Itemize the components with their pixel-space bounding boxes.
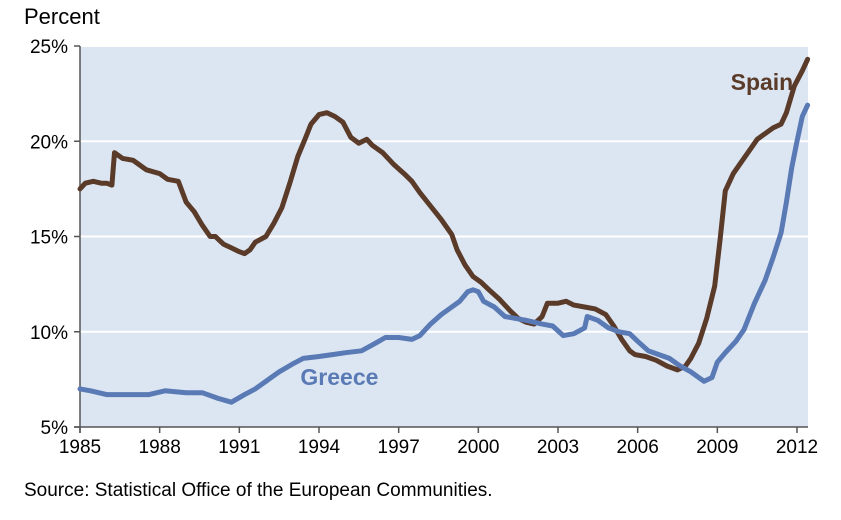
- x-tick-label: 2003: [537, 437, 579, 458]
- x-tick-label: 1994: [298, 437, 341, 458]
- x-tick-label: 2012: [776, 437, 818, 458]
- x-tick-label: 1988: [139, 437, 181, 458]
- series-label-greece: Greece: [300, 364, 378, 390]
- series-layer: Spain Greece: [77, 56, 811, 405]
- x-tick-label: 1991: [218, 437, 260, 458]
- series-label-spain: Spain: [731, 69, 794, 95]
- y-tick-label: 5%: [41, 418, 69, 439]
- y-tick-label: 25%: [30, 37, 68, 58]
- x-tick-label: 2009: [696, 437, 738, 458]
- x-tick-label: 1985: [59, 437, 101, 458]
- gridlines: [80, 45, 808, 333]
- x-axis-ticks: 1985 1988 1991 1994 1997 2000 2003 2006 2009 2012: [59, 427, 818, 458]
- y-axis-ticks: 5% 10% 15% 20% 25%: [30, 37, 80, 439]
- x-tick-label: 1997: [378, 437, 420, 458]
- y-axis-title: Percent: [24, 4, 100, 29]
- x-tick-label: 2006: [617, 437, 659, 458]
- x-tick-label: 2000: [457, 437, 499, 458]
- y-tick-label: 10%: [30, 323, 68, 344]
- axes: [74, 46, 808, 433]
- source-note: Source: Statistical Office of the Europe…: [24, 480, 493, 501]
- y-tick-label: 20%: [30, 132, 68, 153]
- series-line-greece: [77, 102, 811, 405]
- series-line-spain: [77, 56, 811, 373]
- y-tick-label: 15%: [30, 228, 68, 249]
